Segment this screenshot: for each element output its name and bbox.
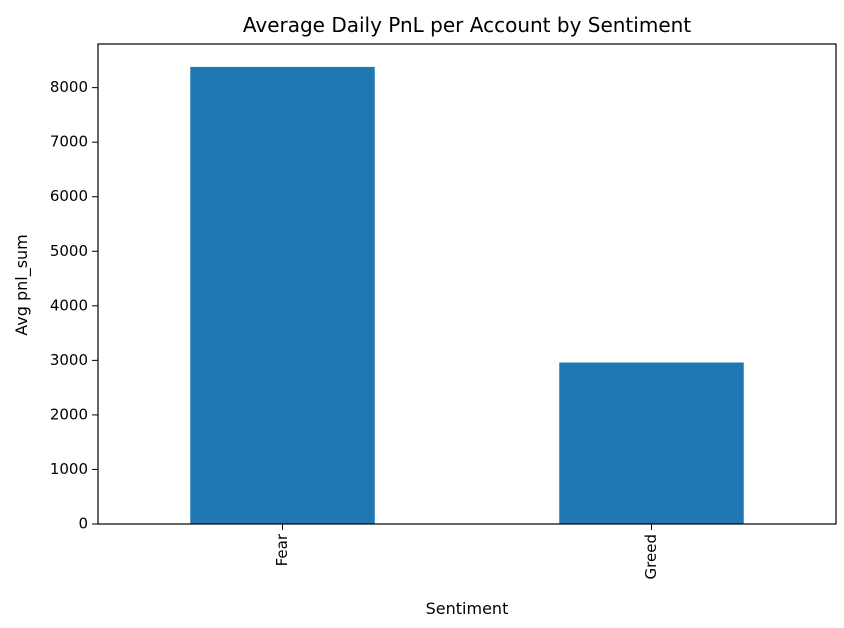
chart-title: Average Daily PnL per Account by Sentime… (243, 13, 691, 37)
bars-group (190, 66, 744, 524)
plot-frame (97, 43, 837, 525)
x-tick-label-fear: Fear (273, 533, 291, 566)
y-tick-label-7000: 7000 (50, 133, 88, 151)
x-axis-label: Sentiment (426, 599, 509, 618)
y-tick-label-1000: 1000 (50, 460, 88, 478)
y-tick-label-5000: 5000 (50, 242, 88, 260)
y-tick-label-3000: 3000 (50, 351, 88, 369)
y-tick-label-6000: 6000 (50, 187, 88, 205)
y-tick-label-8000: 8000 (50, 78, 88, 96)
x-tick-label-greed: Greed (642, 534, 660, 579)
x-axis-ticks: Fear Greed (273, 524, 660, 579)
y-tick-label-2000: 2000 (50, 405, 88, 423)
y-axis-ticks: 0 1000 2000 3000 4000 5000 6000 7000 8000 (50, 78, 98, 533)
y-tick-label-4000: 4000 (50, 296, 88, 314)
y-axis-label: Avg pnl_sum (12, 234, 32, 336)
bar-fear (190, 66, 375, 524)
y-tick-label-0: 0 (78, 515, 88, 533)
bar-greed (559, 362, 744, 524)
